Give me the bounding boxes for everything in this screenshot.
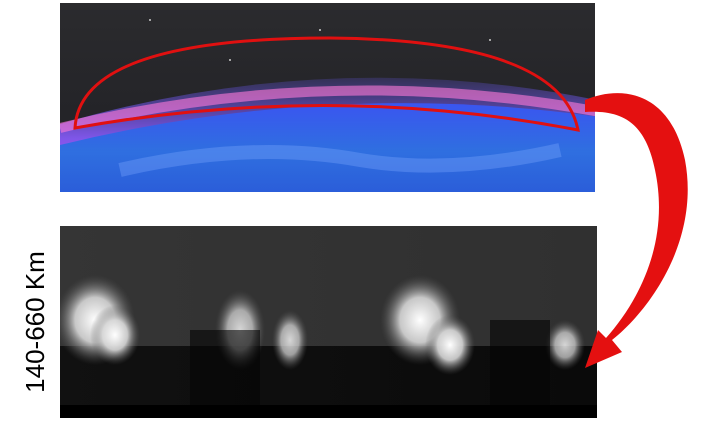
side-label: 140-660 Km <box>20 251 50 393</box>
keogram-image <box>55 226 597 418</box>
figure: 140-660 Km <box>0 0 702 422</box>
earth-image <box>40 3 620 200</box>
arrow <box>585 93 688 368</box>
